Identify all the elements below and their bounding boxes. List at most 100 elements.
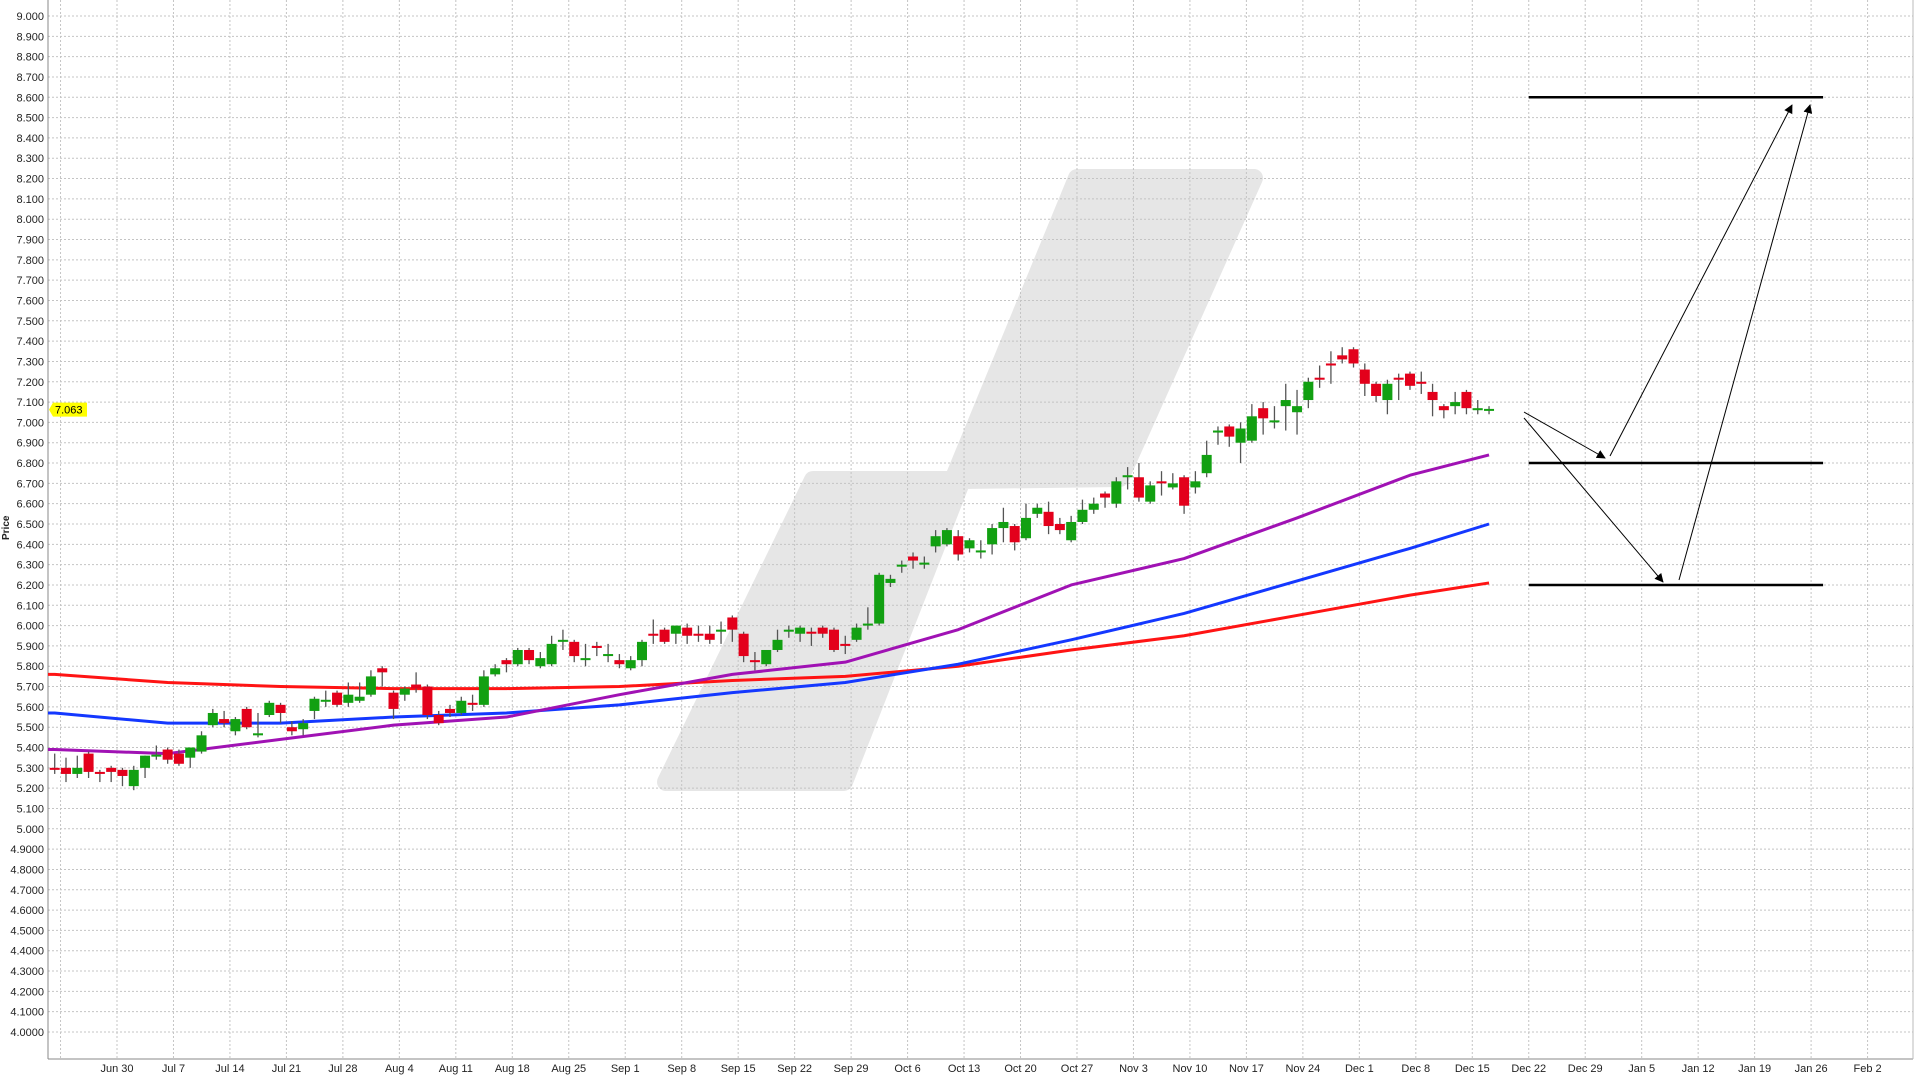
y-tick-label: 6.800	[16, 458, 44, 470]
candle-body	[1088, 503, 1099, 510]
candle-body	[185, 747, 196, 758]
y-tick-label: 5.500	[16, 722, 44, 734]
candle	[524, 647, 535, 665]
y-tick-label: 5.300	[16, 763, 44, 775]
candle-body	[1393, 377, 1404, 380]
candle	[162, 747, 173, 764]
candle-body	[919, 562, 930, 565]
x-axis-ticks: Jun 30 Jul 7 Jul 14 Jul 21 Jul 28 Aug 4 Aug 11…	[100, 1063, 1881, 1075]
candle-body	[1314, 377, 1325, 380]
candle	[83, 751, 94, 778]
candle	[444, 704, 455, 718]
y-tick-label: 7.000	[16, 417, 44, 429]
x-tick-label: Nov 24	[1285, 1063, 1320, 1075]
candle	[862, 607, 873, 630]
candle-body	[1484, 408, 1495, 411]
candle-body	[252, 733, 263, 736]
candle	[422, 684, 433, 720]
candle	[1235, 422, 1246, 464]
candle	[1472, 400, 1483, 415]
candle-body	[343, 694, 354, 703]
y-tick-label: 7.300	[16, 356, 44, 368]
y-tick-label: 6.000	[16, 621, 44, 633]
candle	[275, 702, 286, 724]
candle	[1009, 524, 1020, 551]
candle	[94, 769, 105, 783]
candle-body	[298, 723, 309, 730]
candle	[1179, 475, 1190, 514]
candle-body	[1167, 483, 1178, 488]
candle-body	[636, 641, 647, 661]
candle-body	[1043, 511, 1054, 527]
y-tick-label: 6.300	[16, 560, 44, 572]
candle-body	[1427, 391, 1438, 401]
y-axis-ticks: 9.000 8.900 8.800 8.700 8.600 8.500 8.400 8.300…	[10, 11, 44, 1039]
candle-body	[365, 676, 376, 695]
candle-body	[219, 719, 230, 724]
x-tick-label: Jul 14	[215, 1063, 244, 1075]
candle-body	[1190, 481, 1201, 488]
x-tick-label: Nov 10	[1173, 1063, 1208, 1075]
y-tick-label: 8.400	[16, 133, 44, 145]
candle-body	[1404, 373, 1415, 386]
candle	[761, 649, 772, 667]
candle-body	[241, 708, 252, 728]
candle	[207, 708, 218, 728]
x-tick-label: Sep 22	[777, 1063, 812, 1075]
candle	[309, 696, 320, 720]
candle-body	[1325, 363, 1336, 366]
candle	[1043, 501, 1054, 535]
y-tick-label: 4.3000	[10, 966, 44, 978]
candle-body	[1009, 526, 1020, 543]
y-tick-label: 7.900	[16, 235, 44, 247]
y-tick-label: 4.4000	[10, 946, 44, 958]
candle-body	[1438, 406, 1449, 411]
candle-body	[275, 704, 286, 713]
candle-body	[603, 654, 614, 657]
y-tick-label: 7.500	[16, 316, 44, 328]
candle-body	[908, 556, 919, 561]
x-tick-label: Aug 25	[551, 1063, 586, 1075]
candle	[433, 710, 444, 726]
candle	[704, 625, 715, 644]
candle	[659, 627, 670, 644]
x-tick-label: Jan 26	[1795, 1063, 1828, 1075]
candle-body	[749, 660, 760, 663]
x-tick-label: Nov 17	[1229, 1063, 1264, 1075]
candle-body	[354, 696, 365, 701]
candle	[591, 641, 602, 657]
y-tick-label: 8.300	[16, 153, 44, 165]
candle-body	[332, 692, 343, 705]
candle	[72, 755, 83, 778]
x-tick-label: Jul 21	[272, 1063, 301, 1075]
candle	[772, 629, 783, 653]
candle-body	[659, 629, 670, 642]
candle	[682, 623, 693, 644]
candle	[964, 538, 975, 553]
candle	[828, 627, 839, 653]
candle-body	[388, 692, 399, 709]
candle	[603, 643, 614, 663]
candle-body	[162, 749, 173, 760]
candle	[298, 719, 309, 736]
y-tick-label: 5.800	[16, 661, 44, 673]
candle	[851, 623, 862, 642]
candle	[738, 631, 749, 663]
candle	[580, 643, 591, 667]
candle-body	[987, 528, 998, 545]
candle	[1100, 491, 1111, 508]
candle	[490, 664, 501, 677]
candle	[196, 731, 207, 754]
x-tick-label: Dec 8	[1401, 1063, 1430, 1075]
candle	[1224, 424, 1235, 447]
candle-body	[207, 712, 218, 726]
candle-body	[727, 617, 738, 630]
candle-body	[49, 767, 60, 770]
candle-body	[1359, 369, 1370, 384]
candle-body	[806, 631, 817, 634]
candle-body	[117, 769, 128, 776]
candle-body	[1269, 420, 1280, 423]
y-tick-label: 7.100	[16, 397, 44, 409]
projection-levels	[1528, 96, 1824, 587]
y-tick-label: 4.9000	[10, 844, 44, 856]
